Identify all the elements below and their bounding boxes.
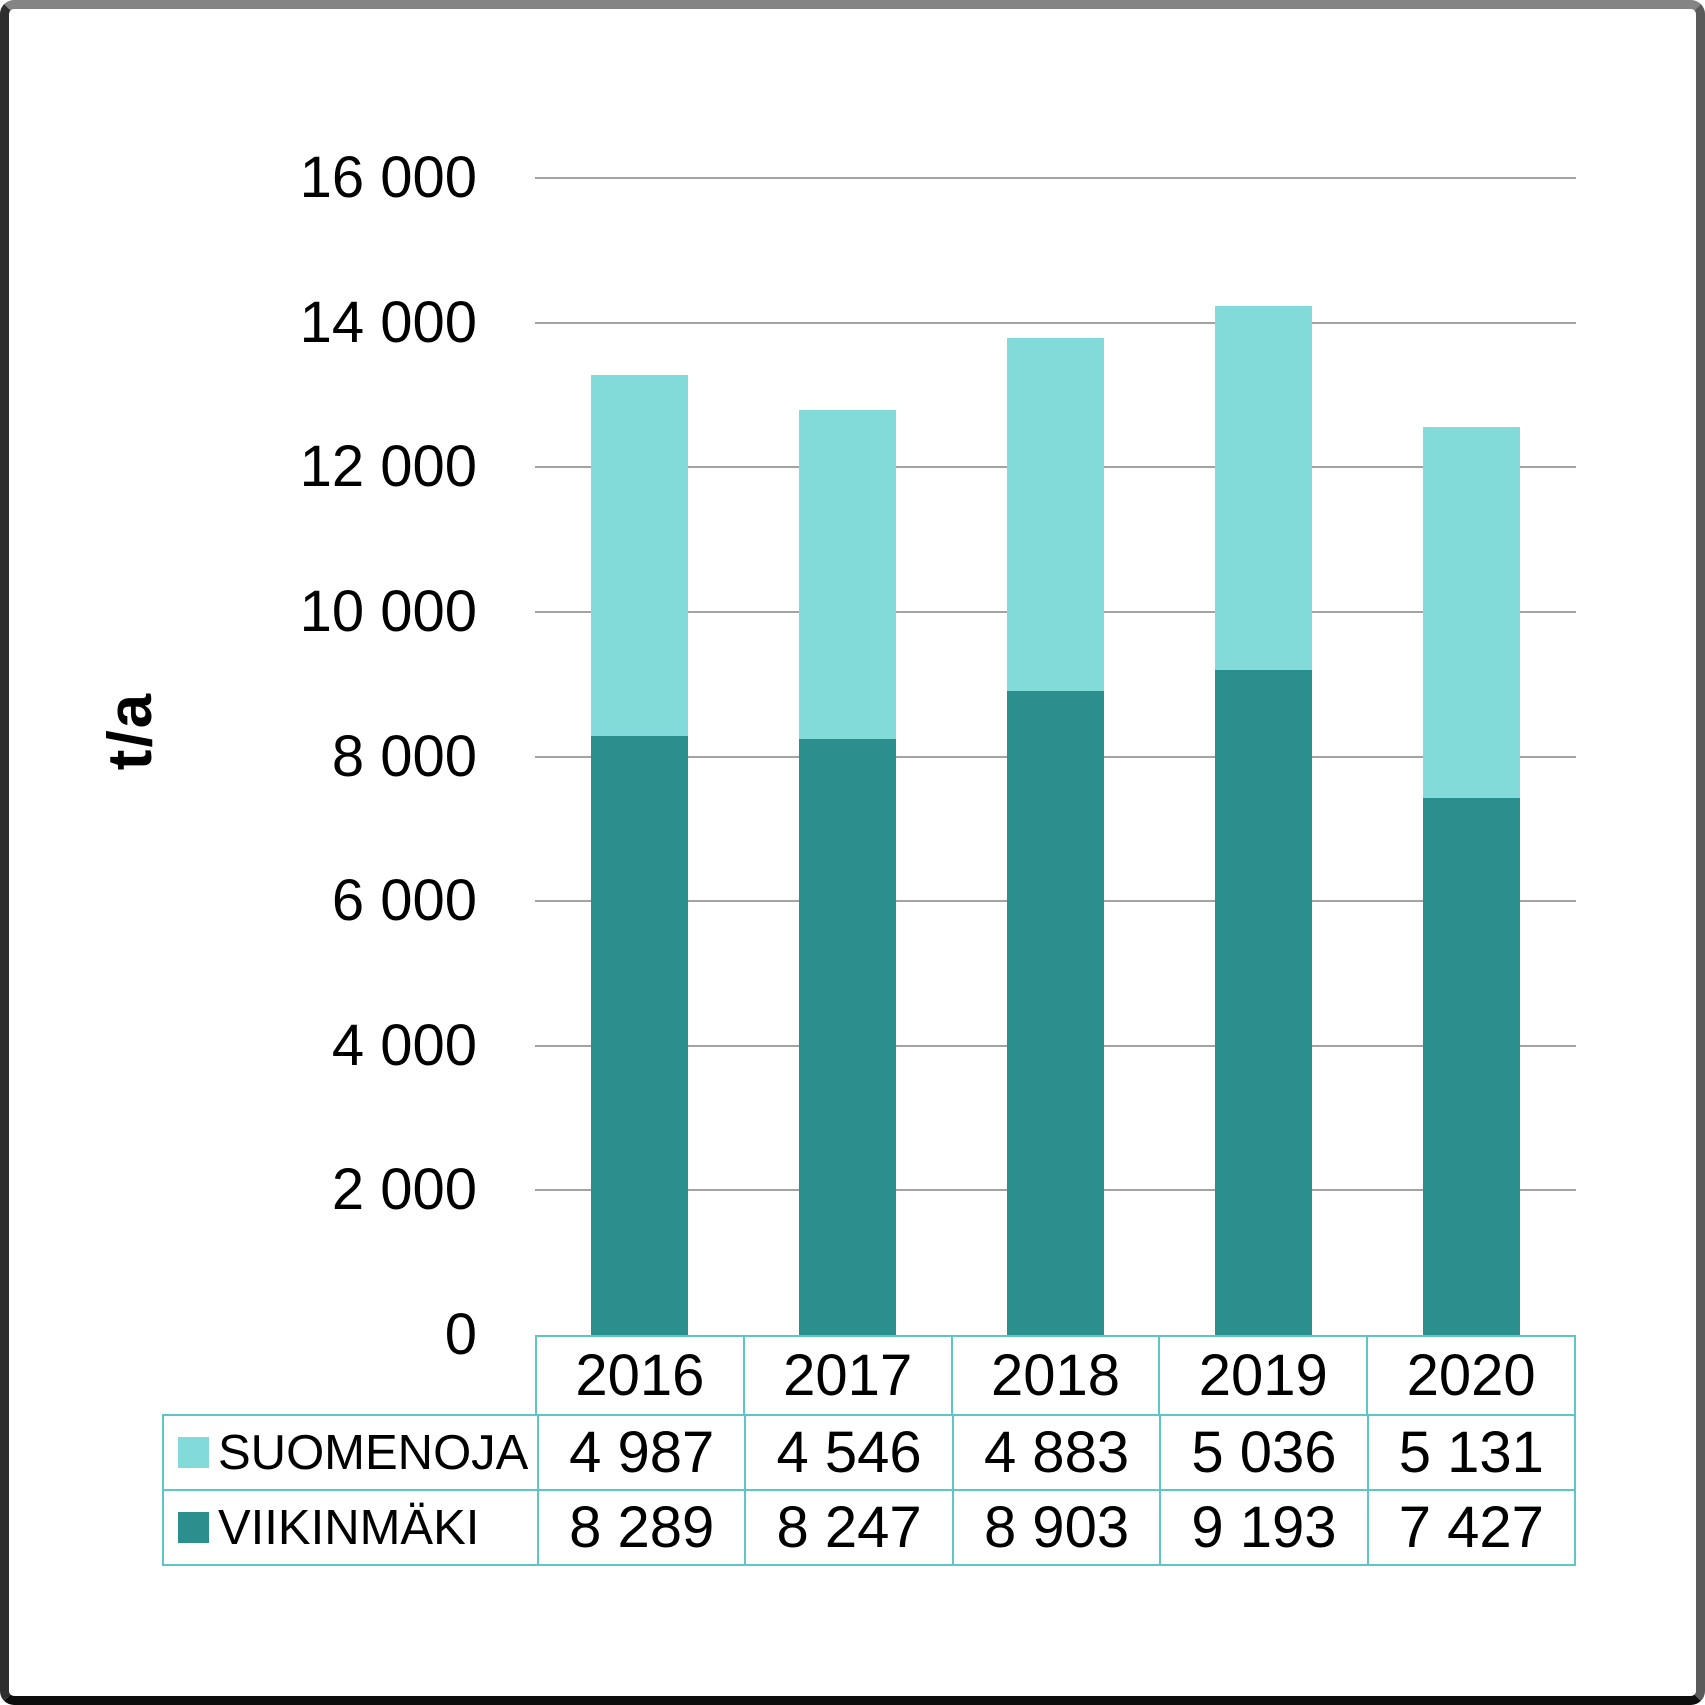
plot-area: [535, 177, 1576, 1335]
table-year-header-row: 2016 2017 2018 2019 2020: [535, 1335, 1576, 1416]
table-row-viikinmäki: VIIKINMÄKI 8 289 8 247 8 903 9 193 7 427: [164, 1489, 1574, 1564]
year-header-2020: 2020: [1366, 1337, 1574, 1414]
legend-label: VIIKINMÄKI: [218, 1500, 480, 1555]
bar-segment-suomenoja-2019: [1215, 306, 1313, 671]
y-tick-label-10000: 10 000: [299, 578, 477, 644]
year-header-2019: 2019: [1158, 1337, 1366, 1414]
legend-swatch-viikinmäki: [178, 1512, 209, 1543]
bar-segment-viikinmaki-2016: [590, 735, 688, 1335]
y-tick-label-8000: 8 000: [331, 723, 477, 789]
y-tick-label-0: 0: [444, 1302, 477, 1367]
gridline-16000: [535, 177, 1576, 179]
year-header-2016: 2016: [575, 1343, 705, 1408]
data-table: SUOMENOJA 4 987 4 546 4 883 5 036 5 131 VIIKIN…: [162, 1414, 1576, 1566]
legend-label: SUOMENOJA: [218, 1425, 529, 1480]
gridline-14000: [535, 321, 1576, 324]
bar-2020: [1423, 426, 1521, 1335]
table-row-suomenoja: SUOMENOJA 4 987 4 546 4 883 5 036 5 131: [164, 1416, 1574, 1489]
bar-segment-viikinmaki-2019: [1215, 670, 1313, 1335]
bar-segment-viikinmaki-2018: [1007, 691, 1104, 1335]
year-header-2018: 2018: [950, 1337, 1159, 1414]
bar-2018: [1007, 338, 1104, 1335]
bar-segment-suomenoja-2018: [1007, 338, 1104, 692]
y-tick-label-4000: 4 000: [331, 1012, 477, 1078]
value-cell-viikinmäki-2018: 8 903: [951, 1491, 1159, 1564]
year-header-2017: 2017: [742, 1337, 951, 1414]
legend-cell-suomenoja: SUOMENOJA: [164, 1416, 537, 1489]
bar-2016: [590, 375, 688, 1335]
y-tick-label-2000: 2 000: [331, 1157, 477, 1223]
value-cell-suomenoja-2020: 5 131: [1366, 1416, 1574, 1489]
y-tick-label-6000: 6 000: [331, 868, 477, 934]
legend-swatch-suomenoja: [178, 1437, 209, 1468]
value-cell-suomenoja-2018: 4 883: [951, 1416, 1159, 1489]
value-cell-suomenoja-2019: 5 036: [1159, 1416, 1366, 1489]
bar-2017: [798, 409, 896, 1335]
y-tick-label-16000: 16 000: [299, 145, 477, 210]
bar-2019: [1215, 306, 1313, 1335]
y-tick-label-14000: 14 000: [299, 289, 477, 355]
value-cell-viikinmäki-2019: 9 193: [1159, 1491, 1366, 1564]
value-cell-viikinmäki-2017: 8 247: [744, 1491, 951, 1564]
value-cell-suomenoja-2016: 4 987: [537, 1416, 744, 1489]
y-tick-label-12000: 12 000: [299, 434, 477, 500]
value-cell-viikinmäki-2020: 7 427: [1366, 1491, 1574, 1564]
bar-segment-viikinmaki-2017: [798, 738, 896, 1335]
bar-segment-viikinmaki-2020: [1423, 797, 1521, 1335]
value-cell-viikinmäki-2016: 8 289: [537, 1491, 744, 1564]
legend-cell-viikinmäki: VIIKINMÄKI: [164, 1491, 537, 1564]
bar-segment-suomenoja-2020: [1423, 426, 1521, 798]
value-cell-suomenoja-2017: 4 546: [744, 1416, 951, 1489]
bar-segment-suomenoja-2016: [590, 375, 688, 736]
bar-segment-suomenoja-2017: [798, 409, 896, 739]
